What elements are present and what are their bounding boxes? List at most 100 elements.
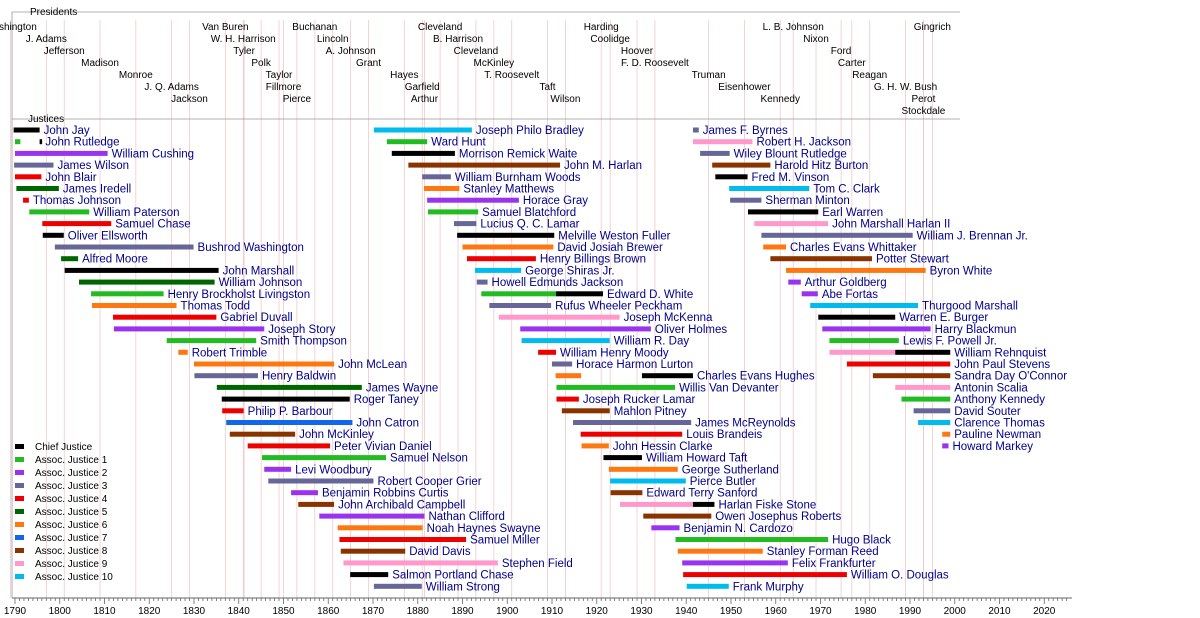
justice-label-antonin-scalia: Antonin Scalia bbox=[954, 382, 1028, 394]
justice-label-william-paterson: William Paterson bbox=[93, 207, 179, 219]
x-tick-label: 1960 bbox=[765, 606, 788, 617]
justice-bar-anthony-kennedy bbox=[901, 396, 951, 402]
justice-bar-thomas-todd bbox=[91, 303, 177, 308]
justice-bar-edward-d-white bbox=[481, 291, 557, 297]
justice-label-arthur-goldberg: Arthur Goldberg bbox=[805, 277, 887, 289]
justice-bar-william-strong bbox=[373, 583, 422, 589]
x-tick-label: 2000 bbox=[944, 606, 967, 617]
justice-label-howell-edmunds-jackson: Howell Edmunds Jackson bbox=[492, 277, 624, 289]
justice-label-john-blair: John Blair bbox=[45, 172, 96, 184]
justice-bar-william-paterson bbox=[29, 209, 90, 215]
justice-label-william-johnson: William Johnson bbox=[219, 277, 303, 289]
president-label-grant: Grant bbox=[356, 58, 381, 69]
justice-label-oliver-holmes: Oliver Holmes bbox=[655, 324, 727, 336]
justice-label-gabriel-duvall: Gabriel Duvall bbox=[220, 312, 292, 324]
justice-bar-james-wilson bbox=[14, 162, 54, 168]
justice-label-stanley-matthews: Stanley Matthews bbox=[463, 184, 554, 196]
justice-bar-salmon-portland-chase bbox=[350, 572, 389, 578]
president-label-f-d-roosevelt: F. D. Roosevelt bbox=[621, 58, 689, 69]
justice-bar-wiley-blount-rutledge bbox=[700, 150, 730, 156]
justice-bar-william-rehnquist bbox=[829, 349, 896, 355]
president-labels: WashingtonJ. AdamsJeffersonMadisonMonroe… bbox=[0, 22, 951, 117]
justice-bar-benjamin-robbins-curtis bbox=[291, 490, 318, 496]
justice-label-alfred-moore: Alfred Moore bbox=[82, 254, 148, 266]
legend-swatch-assoc-justice-9 bbox=[15, 561, 24, 566]
justices-header: Justices bbox=[28, 114, 64, 125]
justice-bar-charles-evans-hughes bbox=[641, 373, 693, 379]
justice-bar-william-o-douglas bbox=[683, 572, 847, 578]
justice-label-george-shiras-jr: George Shiras Jr. bbox=[525, 265, 614, 277]
justice-bar-peter-vivian-daniel bbox=[247, 443, 331, 449]
justice-bar-howell-edmunds-jackson bbox=[476, 279, 488, 285]
president-label-washington: Washington bbox=[0, 22, 37, 33]
justice-bar-david-davis bbox=[340, 548, 406, 554]
justice-bar-david-souter bbox=[913, 408, 951, 414]
justice-label-lucius-q-c-lamar: Lucius Q. C. Lamar bbox=[480, 219, 579, 231]
justice-bar-warren-e-burger bbox=[818, 314, 896, 320]
justice-bar-stanley-forman-reed bbox=[677, 548, 763, 554]
justice-bar-robert-h-jackson bbox=[692, 139, 753, 145]
justice-label-noah-haynes-swayne: Noah Haynes Swayne bbox=[427, 523, 541, 535]
justice-label-willis-van-devanter: Willis Van Devanter bbox=[679, 382, 779, 394]
justice-label-fred-m-vinson: Fred M. Vinson bbox=[752, 172, 830, 184]
justice-label-david-josiah-brewer: David Josiah Brewer bbox=[557, 242, 663, 254]
x-tick-label: 1800 bbox=[49, 606, 72, 617]
president-label-madison: Madison bbox=[81, 58, 119, 69]
president-label-g-h-w-bush: G. H. W. Bush bbox=[874, 82, 937, 93]
justice-bar-sherman-minton bbox=[730, 197, 762, 203]
justice-bar-sandra-day-o-connor bbox=[872, 373, 951, 379]
justice-bar-william-r-day bbox=[521, 338, 610, 344]
president-label-a-johnson: A. Johnson bbox=[326, 46, 376, 57]
justice-bar-ward-hunt bbox=[386, 139, 428, 145]
justice-bar-potter-stewart bbox=[770, 256, 872, 262]
justice-label-james-iredell: James Iredell bbox=[63, 184, 131, 196]
x-tick-label: 1930 bbox=[630, 606, 653, 617]
justice-label-joseph-philo-bradley: Joseph Philo Bradley bbox=[476, 125, 584, 137]
president-label-buchanan: Buchanan bbox=[292, 22, 337, 33]
justice-label-henry-billings-brown: Henry Billings Brown bbox=[540, 254, 646, 266]
justice-label-john-jay: John Jay bbox=[44, 125, 90, 137]
justice-label-charles-evans-hughes: Charles Evans Hughes bbox=[697, 371, 815, 383]
x-tick-label: 1850 bbox=[272, 606, 295, 617]
justice-bar-mahlon-pitney bbox=[561, 408, 610, 414]
justice-bar-frank-murphy bbox=[686, 583, 729, 589]
justice-label-morrison-remick-waite: Morrison Remick Waite bbox=[459, 148, 577, 160]
justice-label-louis-brandeis: Louis Brandeis bbox=[686, 429, 762, 441]
justice-label-sandra-day-o-connor: Sandra Day O'Connor bbox=[954, 371, 1067, 383]
justice-bar-james-wayne bbox=[216, 384, 362, 390]
x-tick-label: 1910 bbox=[541, 606, 564, 617]
justice-label-charles-evans-whittaker: Charles Evans Whittaker bbox=[790, 242, 917, 254]
president-label-t-roosevelt: T. Roosevelt bbox=[484, 70, 539, 81]
justice-label-horace-harmon-lurton: Horace Harmon Lurton bbox=[576, 359, 693, 371]
justice-bar-alfred-moore bbox=[61, 256, 79, 262]
justice-bar-howard-markey bbox=[942, 443, 949, 449]
justice-label-tom-c-clark: Tom C. Clark bbox=[813, 184, 880, 196]
justice-bar-henry-baldwin bbox=[194, 373, 258, 379]
justice-bar-joseph-mckenna bbox=[498, 314, 620, 320]
justice-label-robert-cooper-grier: Robert Cooper Grier bbox=[377, 476, 481, 488]
justice-bar-john-jay bbox=[13, 127, 40, 133]
justice-label-william-rehnquist: William Rehnquist bbox=[954, 347, 1047, 359]
justice-bar-benjamin-n-cardozo bbox=[651, 525, 680, 531]
justice-label-mahlon-pitney: Mahlon Pitney bbox=[614, 406, 687, 418]
justice-bar-john-rutledge bbox=[15, 139, 21, 145]
justice-label-samuel-blatchford: Samuel Blatchford bbox=[482, 207, 576, 219]
president-label-cleveland: Cleveland bbox=[418, 22, 462, 33]
justice-label-ward-hunt: Ward Hunt bbox=[431, 137, 486, 149]
justice-label-john-archibald-campbell: John Archibald Campbell bbox=[338, 499, 465, 511]
justice-label-earl-warren: Earl Warren bbox=[822, 207, 883, 219]
justice-bar-smith-thompson bbox=[166, 338, 257, 344]
justice-label-oliver-ellsworth: Oliver Ellsworth bbox=[68, 230, 148, 242]
president-label-mckinley: McKinley bbox=[474, 58, 515, 69]
president-label-j-adams: J. Adams bbox=[26, 34, 67, 45]
justice-bar-john-marshall bbox=[64, 267, 219, 273]
president-label-eisenhower: Eisenhower bbox=[718, 82, 771, 93]
x-tick-label: 1840 bbox=[228, 606, 251, 617]
justice-bar-pierce-butler bbox=[610, 478, 686, 484]
justice-bar-david-josiah-brewer bbox=[462, 244, 554, 250]
x-tick-label: 1990 bbox=[899, 606, 922, 617]
x-tick-label: 1920 bbox=[586, 606, 609, 617]
justice-label-samuel-chase: Samuel Chase bbox=[115, 219, 190, 231]
legend-swatch-assoc-justice-1 bbox=[15, 457, 24, 462]
